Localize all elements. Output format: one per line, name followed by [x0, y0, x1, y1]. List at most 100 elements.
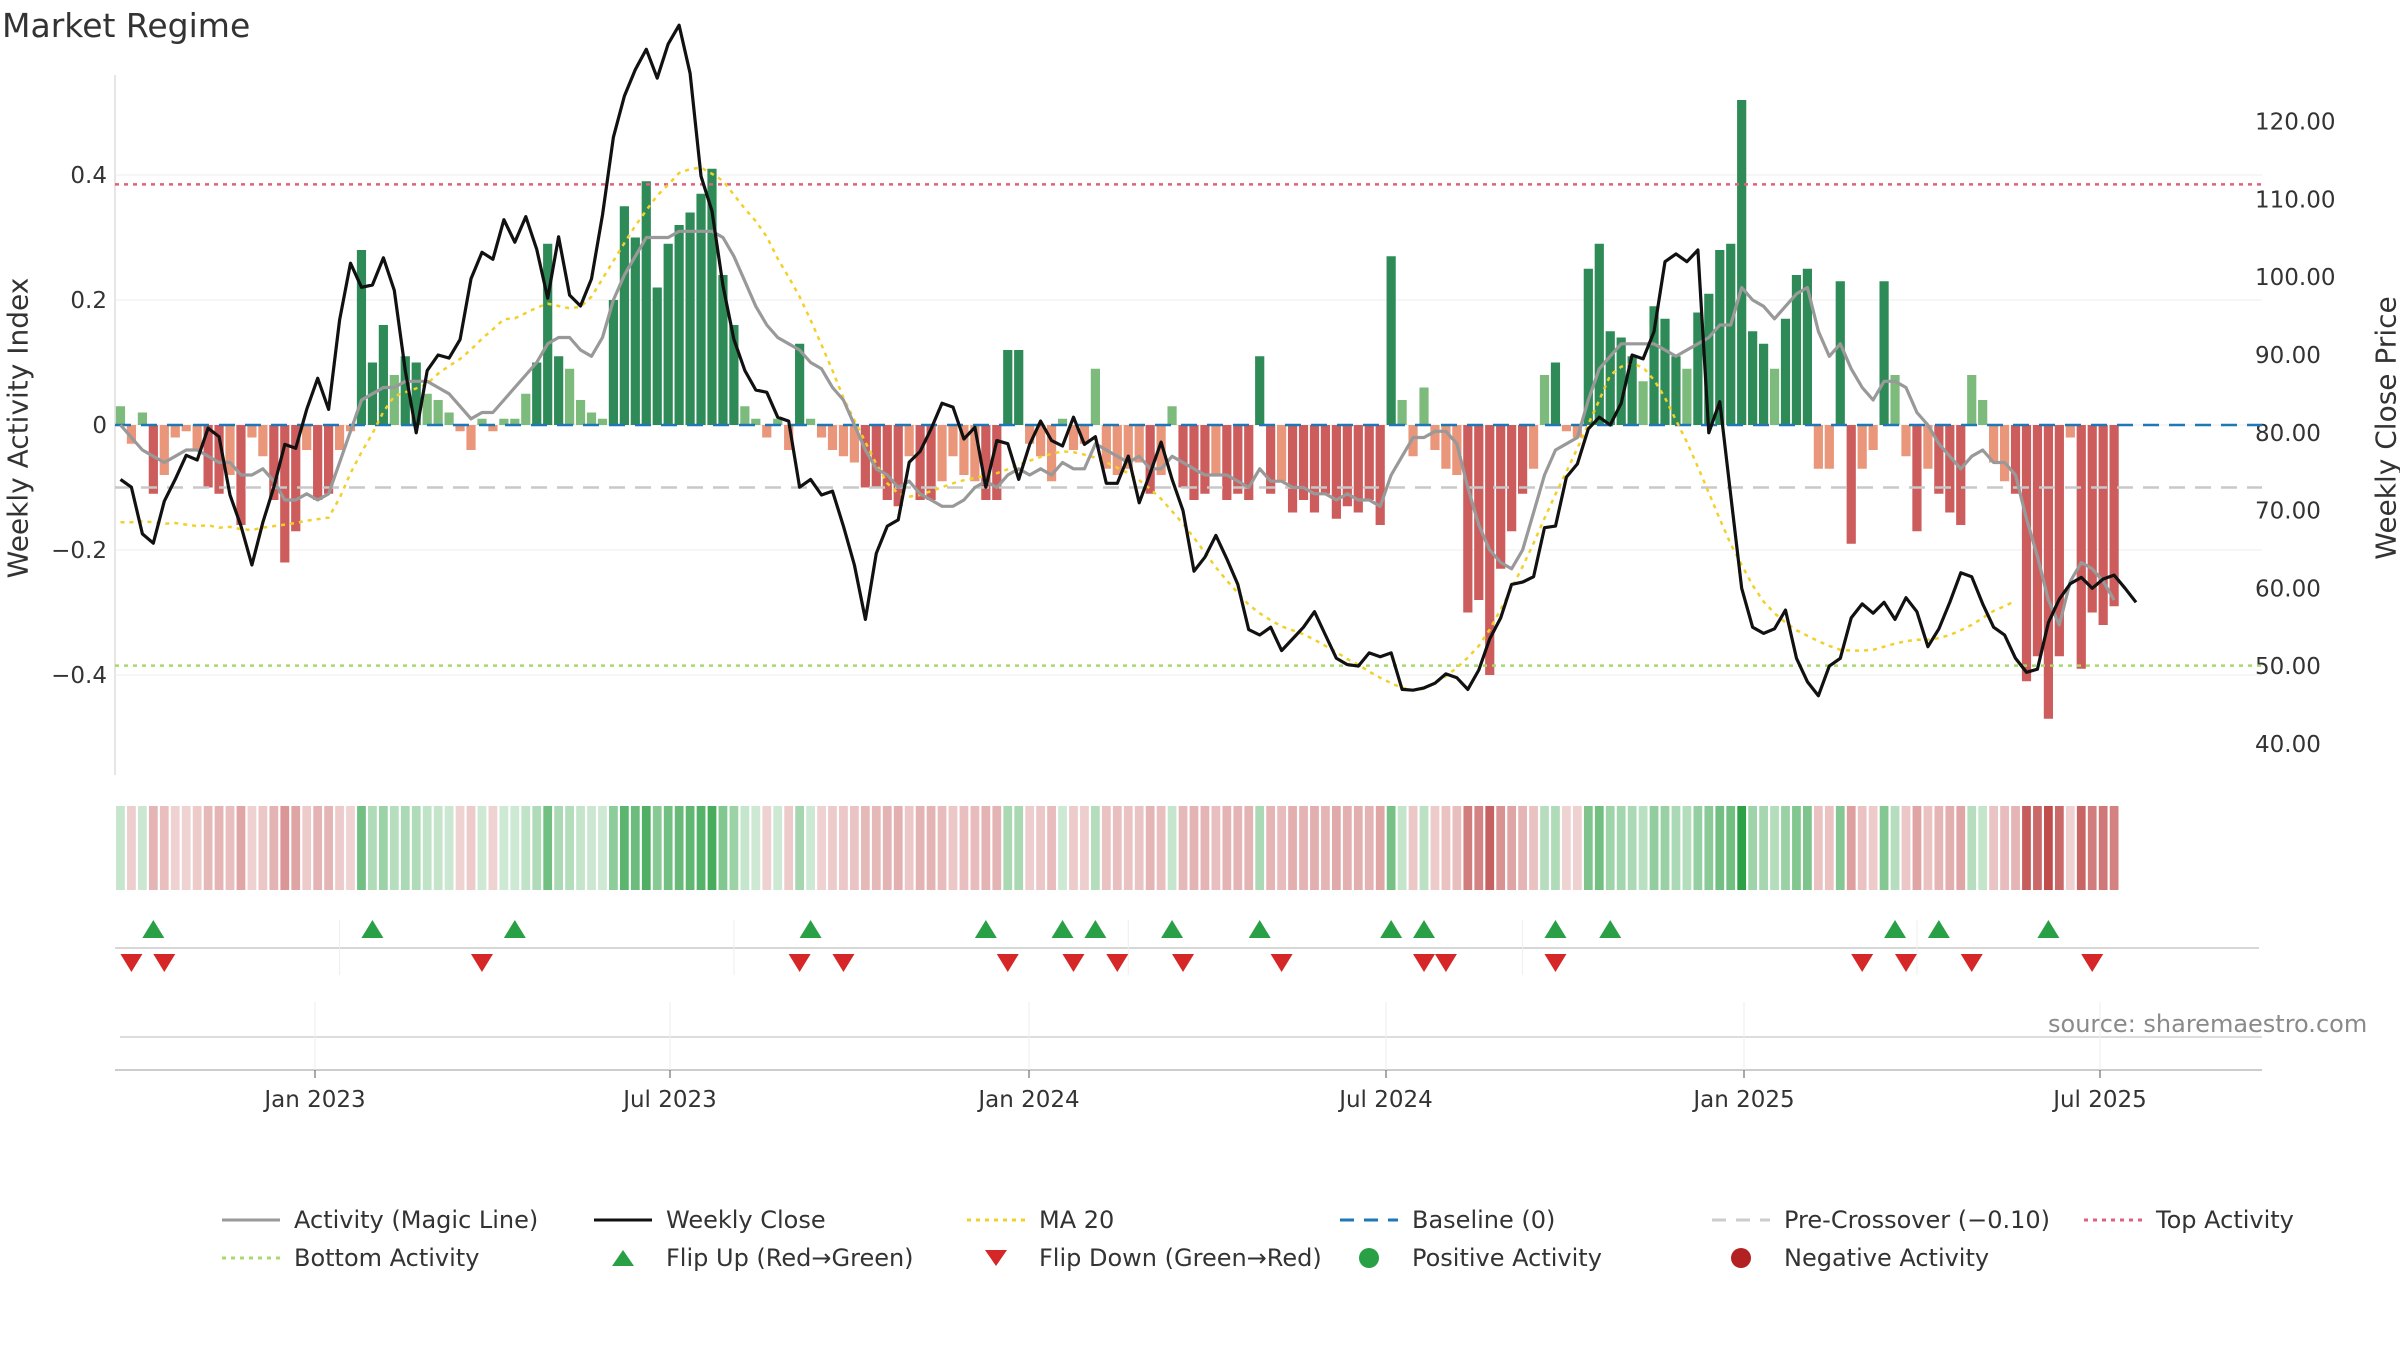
- heat-strip-cell: [170, 806, 180, 890]
- flip-up-marker: [1599, 920, 1622, 938]
- activity-bar: [477, 418, 487, 425]
- x-tick-label: Jan 2023: [262, 1087, 365, 1113]
- activity-bar: [521, 393, 531, 425]
- heat-strip-cell: [839, 806, 848, 890]
- flip-up-marker: [1927, 920, 1950, 938]
- heat-strip-cell: [1518, 806, 1527, 890]
- heat-strip-cell: [1430, 806, 1440, 890]
- activity-bar: [400, 356, 410, 425]
- heat-strip-cell: [2044, 806, 2053, 890]
- x-tick-label: Jul 2023: [621, 1087, 717, 1113]
- activity-bar: [2098, 425, 2108, 625]
- activity-bar: [1134, 425, 1144, 463]
- activity-bar: [1036, 425, 1046, 457]
- heat-strip-cell: [1572, 806, 1582, 890]
- activity-bar: [1583, 268, 1593, 425]
- heat-strip-cell: [828, 806, 837, 890]
- heat-strip-cell: [795, 806, 805, 890]
- activity-bar: [1890, 375, 1900, 425]
- legend-item: Negative Activity: [1710, 1244, 1989, 1272]
- activity-bar: [422, 393, 432, 425]
- legend-label: Positive Activity: [1412, 1244, 1602, 1272]
- activity-bar: [313, 425, 323, 500]
- activity-bar: [1627, 356, 1637, 425]
- flip-up-marker: [1380, 920, 1403, 938]
- activity-bar: [170, 425, 180, 438]
- heat-strip-cell: [422, 806, 432, 890]
- activity-bar: [740, 406, 750, 425]
- flip-up-marker: [1051, 920, 1074, 938]
- x-tick-label: Jan 2025: [1691, 1087, 1794, 1113]
- heat-strip-cell: [707, 806, 717, 890]
- heat-strip-cell: [411, 806, 421, 890]
- activity-bar: [466, 425, 476, 450]
- heat-strip-cell: [565, 806, 574, 890]
- activity-bar: [816, 425, 827, 438]
- activity-bar: [258, 425, 268, 457]
- activity-bar: [1561, 425, 1572, 432]
- activity-bar: [564, 368, 575, 425]
- legend-label: Bottom Activity: [294, 1244, 480, 1272]
- activity-bar: [1967, 375, 1977, 425]
- activity-bar: [586, 412, 597, 425]
- activity-bar: [137, 412, 147, 425]
- legend-label: Activity (Magic Line): [294, 1206, 539, 1234]
- activity-bar: [1934, 425, 1944, 494]
- heat-strip-cell: [1386, 806, 1396, 890]
- activity-bar: [1145, 425, 1155, 494]
- left-tick-label: −0.2: [51, 538, 107, 564]
- heat-strip-cell: [1211, 806, 1221, 890]
- activity-bar: [1419, 387, 1429, 425]
- left-tick-label: 0.4: [70, 163, 107, 189]
- activity-bar: [1112, 425, 1122, 475]
- heat-strip-cell: [1123, 806, 1133, 890]
- heat-strip-cell: [1397, 806, 1407, 890]
- heat-strip-cell: [1989, 806, 1999, 890]
- activity-bar: [751, 418, 761, 425]
- activity-bar: [1123, 425, 1133, 469]
- heat-strip-cell: [1824, 806, 1834, 890]
- heat-strip-cell: [806, 806, 815, 890]
- heat-strip-cell: [477, 806, 487, 890]
- activity-bar: [652, 287, 662, 425]
- activity-bar: [1430, 425, 1440, 450]
- activity-bar: [2087, 425, 2097, 613]
- flip-up-marker: [799, 920, 822, 938]
- activity-bar: [225, 425, 235, 475]
- activity-bar: [1671, 356, 1681, 425]
- heat-strip-cell: [181, 806, 191, 890]
- activity-bar: [1266, 425, 1276, 494]
- heat-strip-cell: [346, 806, 355, 890]
- flip-up-marker: [142, 920, 165, 938]
- activity-bar: [1978, 400, 1988, 425]
- legend-label: Flip Up (Red→Green): [666, 1244, 914, 1272]
- heat-strip-cell: [1069, 806, 1078, 890]
- activity-bar: [718, 275, 728, 425]
- heat-strip-cell: [510, 806, 520, 890]
- heat-strip-cell: [1277, 806, 1286, 890]
- activity-bar: [674, 225, 684, 425]
- heat-strip-cell: [1562, 806, 1571, 890]
- heat-strip-cell: [1496, 806, 1506, 890]
- heat-strip-cell: [1737, 806, 1747, 890]
- heat-strip-cell: [543, 806, 553, 890]
- heat-strip-cell: [1134, 806, 1144, 890]
- activity-bar: [291, 425, 301, 532]
- heat-strip-cell: [2098, 806, 2108, 890]
- heat-strip-cell: [1200, 806, 1210, 890]
- heat-strip-cell: [127, 806, 136, 890]
- activity-bar: [247, 425, 257, 438]
- flip-up-marker: [974, 920, 997, 938]
- activity-bar: [1441, 425, 1451, 469]
- heat-strip-cell: [1047, 806, 1056, 890]
- heat-strip-cell: [1255, 806, 1265, 890]
- x-tick-label: Jul 2025: [2051, 1087, 2147, 1113]
- activity-bar: [1178, 425, 1188, 488]
- heat-strip-cell: [532, 806, 542, 890]
- activity-bar: [192, 425, 202, 450]
- activity-bar: [411, 362, 421, 425]
- activity-bar: [148, 425, 158, 494]
- activity-bar: [1320, 425, 1331, 494]
- activity-bar: [663, 243, 673, 425]
- right-tick-label: 70.00: [2255, 499, 2321, 525]
